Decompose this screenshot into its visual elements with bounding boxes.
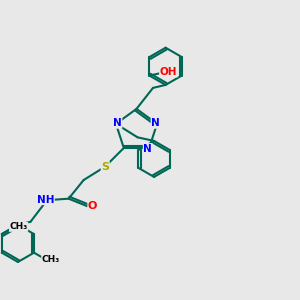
- Text: S: S: [101, 162, 109, 172]
- Text: CH₃: CH₃: [10, 222, 28, 231]
- Text: OH: OH: [160, 67, 177, 77]
- Text: N: N: [143, 144, 152, 154]
- Text: CH₃: CH₃: [42, 255, 60, 264]
- Text: O: O: [88, 201, 97, 211]
- Text: N: N: [151, 118, 160, 128]
- Text: NH: NH: [37, 195, 54, 205]
- Text: N: N: [113, 118, 122, 128]
